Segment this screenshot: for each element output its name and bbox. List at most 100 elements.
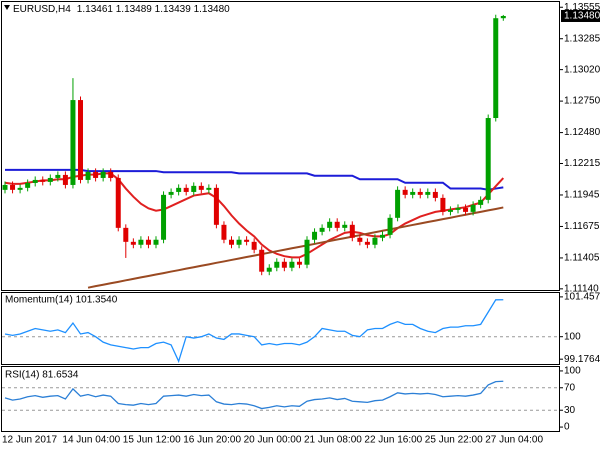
candle-body (447, 209, 453, 212)
y-tick-label: 1.11405 (564, 253, 600, 264)
candle-body (138, 239, 144, 245)
y-tick-label: 1.13020 (564, 64, 600, 75)
candle-body (236, 239, 242, 245)
candle-body (62, 174, 68, 185)
candle-body (372, 237, 378, 245)
candle-body (93, 171, 99, 178)
x-tick-label: 27 Jun 04:00 (485, 435, 543, 446)
momentum-panel (1, 292, 560, 365)
main-panel (1, 1, 560, 291)
candle-body (130, 241, 136, 245)
candle-body (153, 239, 159, 245)
y-tick-label: 30 (564, 405, 576, 416)
candle-body (229, 239, 234, 245)
x-tick-label: 21 Jun 08:00 (304, 435, 362, 446)
candle-body (380, 234, 385, 238)
candle-body (17, 187, 23, 190)
x-tick-label: 25 Jun 22:00 (425, 435, 483, 446)
candle-body (304, 239, 310, 265)
indicator-line (4, 299, 504, 364)
x-tick-label: 14 Jun 04:00 (62, 435, 120, 446)
candle-body (85, 171, 91, 180)
candle-body (244, 239, 250, 242)
candle-body (108, 171, 114, 178)
candle-body (206, 187, 212, 190)
candle-body (70, 100, 76, 185)
candle-body (455, 207, 461, 210)
y-tick-label: 1.12215 (564, 158, 600, 169)
rsi-title: RSI(14) 81.6534 (5, 370, 79, 381)
last-price-label: 1.13480 (564, 11, 600, 22)
candle-body (251, 241, 257, 250)
candle-body (259, 249, 265, 272)
candle-body (191, 185, 197, 192)
candle-body (115, 177, 121, 228)
candle-body (289, 261, 295, 268)
indicator-line (4, 380, 504, 410)
candle-body (417, 191, 423, 195)
candle-body (266, 267, 272, 272)
y-tick-label: 99.1764 (564, 354, 600, 365)
candle-body (470, 204, 476, 212)
candle-body (387, 217, 393, 235)
candle-body (463, 207, 469, 212)
chart-header: EURUSD,H4 1.13461 1.13489 1.13439 1.13480 (13, 4, 230, 15)
y-tick-label: 100 (564, 331, 581, 342)
candle-body (55, 174, 61, 178)
candle-body (123, 227, 129, 242)
candle-body (32, 179, 38, 183)
menu-arrow[interactable] (4, 5, 10, 10)
candle-body (161, 194, 167, 240)
y-tick-label: 1.12480 (564, 127, 600, 138)
candle-body (40, 179, 46, 182)
candle-body (296, 261, 302, 265)
candle-body (47, 177, 53, 182)
y-tick-label: 1.11945 (564, 190, 600, 201)
candle-body (281, 261, 287, 268)
last-price-box (561, 9, 600, 22)
y-tick-label: 70 (564, 382, 576, 393)
candle-body (334, 221, 340, 228)
candle-body (500, 15, 506, 19)
y-tick-label: 1.11140 (564, 283, 599, 294)
y-tick-label: 100 (564, 366, 581, 377)
x-tick-label: 22 Jun 16:00 (364, 435, 422, 446)
x-tick-label: 12 Jun 2017 (2, 435, 57, 446)
candle-body (274, 261, 280, 268)
candle-body (168, 191, 174, 195)
chart-subtitle: 1.13461 1.13489 1.13439 1.13480 (77, 4, 230, 15)
y-tick-label: 1.13285 (564, 33, 600, 44)
candle-body (432, 191, 438, 198)
chart-title: EURUSD,H4 (13, 4, 71, 15)
candle-body (2, 184, 8, 190)
candle-body (183, 187, 189, 192)
x-tick-label: 20 Jun 00:00 (244, 435, 302, 446)
candle-body (78, 100, 83, 180)
candle-body (425, 191, 431, 195)
candle-body (349, 224, 355, 238)
candle-body (10, 184, 16, 190)
candle-body (312, 231, 318, 240)
candle-body (198, 185, 204, 190)
candle-body (478, 199, 484, 205)
candle-body (145, 239, 151, 245)
rsi-panel (1, 366, 560, 432)
candle-body (213, 187, 219, 225)
x-tick-label: 15 Jun 12:00 (123, 435, 181, 446)
candle-body (357, 237, 363, 242)
y-tick-label: 0 (564, 422, 570, 433)
candle-body (485, 118, 491, 200)
candle-body (395, 189, 401, 218)
candle-body (176, 187, 182, 192)
y-tick-label: 101.4577 (564, 292, 600, 303)
y-tick-label: 1.11675 (564, 221, 600, 232)
y-tick-label: 1.13555 (564, 2, 600, 13)
candle-body (493, 18, 499, 119)
candle-body (319, 227, 325, 232)
momentum-title: Momentum(14) 101.3540 (5, 295, 118, 306)
candle-body (440, 197, 446, 212)
candle-body (100, 171, 106, 178)
